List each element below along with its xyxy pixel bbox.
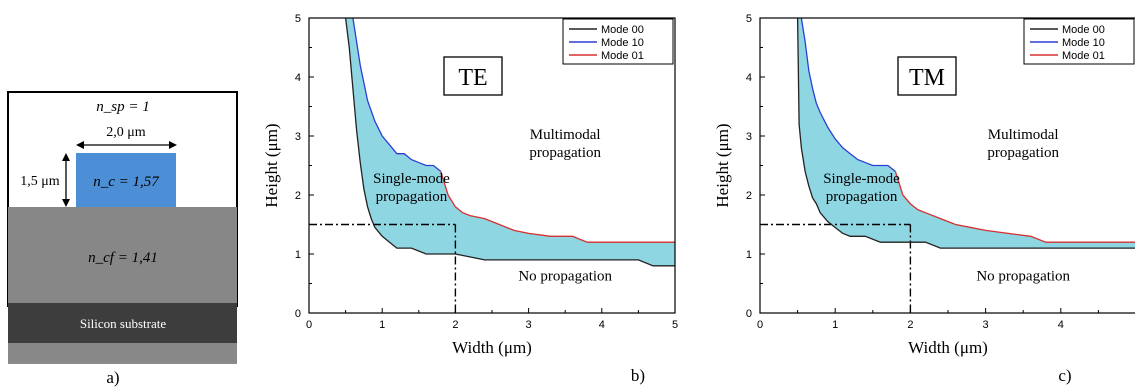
series-line-mode-10	[352, 17, 442, 172]
chart-title: TM	[909, 65, 945, 91]
legend-label: Mode 01	[1062, 50, 1105, 62]
x-tick-label: 0	[757, 319, 763, 331]
core-height-label: 1,5 μm	[20, 174, 60, 189]
legend-label: Mode 01	[601, 50, 644, 62]
annotation-line1: No propagation	[976, 269, 1070, 285]
annotation-line2: propagation	[529, 145, 601, 161]
title-box	[897, 56, 957, 96]
y-tick-label: 4	[746, 72, 752, 84]
core-rect	[76, 153, 176, 207]
x-axis-label: Width (μm)	[452, 338, 532, 357]
series-line-mode-00	[344, 17, 675, 267]
panel-label-b: b)	[631, 366, 645, 385]
substrate-label: Silicon substrate	[80, 316, 167, 331]
chart-title: TE	[458, 65, 487, 91]
series-line-mode-10	[800, 17, 896, 172]
x-tick-label: 1	[832, 319, 838, 331]
chart-te: 0 1 2 3 4 5 0 1 2 3 4 5 Width (μm) Height (μm) TE Singl…	[262, 13, 678, 357]
y-axis-label: Height (μm)	[262, 123, 281, 207]
y-tick-label: 1	[295, 249, 301, 261]
upper-cladding-label: n_sp = 1	[96, 99, 149, 115]
x-tick-label: 4	[1058, 319, 1064, 331]
annotation-line1: Multimodal	[530, 127, 601, 143]
x-tick-label: 3	[526, 319, 532, 331]
chart-tm: 0 1 2 3 4 0 1 2 3 4 5 Width (μm) Height (μm) TM Single…	[713, 13, 1135, 357]
annotation-line1: Single-mode	[823, 171, 900, 187]
title-box	[443, 56, 503, 96]
legend-label: Mode 00	[1062, 24, 1105, 36]
x-tick-label: 2	[907, 319, 913, 331]
legend-label: Mode 10	[601, 37, 644, 49]
annotation-line1: Single-mode	[373, 171, 450, 187]
single-mode-region	[345, 18, 675, 266]
substrate-rect	[8, 303, 237, 343]
legend-label: Mode 10	[1062, 37, 1105, 49]
x-tick-label: 0	[306, 319, 312, 331]
y-axis-label: Height (μm)	[713, 123, 732, 207]
y-tick-label: 5	[295, 13, 301, 25]
y-tick-label: 2	[746, 190, 752, 202]
annotation-line2: propagation	[376, 189, 448, 205]
lower-cladding-label: n_cf = 1,41	[88, 250, 158, 266]
annotation-line2: propagation	[826, 189, 898, 205]
y-tick-label: 5	[746, 13, 752, 25]
series-line-mode-01	[894, 171, 1135, 243]
annotation-line1: No propagation	[518, 269, 612, 285]
panel-label-c: c)	[1058, 366, 1071, 385]
x-tick-label: 4	[599, 319, 605, 331]
annotation-line2: propagation	[987, 145, 1059, 161]
y-tick-label: 3	[746, 131, 752, 143]
panel-label-a: a)	[106, 368, 119, 387]
y-tick-label: 1	[746, 249, 752, 261]
x-tick-label: 5	[672, 319, 678, 331]
y-tick-label: 3	[295, 131, 301, 143]
y-tick-label: 0	[295, 308, 301, 320]
y-tick-label: 4	[295, 72, 301, 84]
x-tick-label: 2	[452, 319, 458, 331]
y-tick-label: 0	[746, 308, 752, 320]
core-index-label: n_c = 1,57	[93, 174, 160, 190]
legend-label: Mode 00	[601, 24, 644, 36]
core-width-label: 2,0 μm	[106, 125, 146, 140]
y-tick-label: 2	[295, 190, 301, 202]
x-tick-label: 3	[983, 319, 989, 331]
single-mode-region	[797, 18, 1135, 249]
x-tick-label: 1	[379, 319, 385, 331]
annotation-line1: Multimodal	[988, 127, 1059, 143]
x-axis-label: Width (μm)	[908, 338, 988, 357]
structure-diagram: n_sp = 1 2,0 μm 1,5 μm n_c = 1,57 n_cf =…	[7, 91, 238, 364]
cladding-rect	[8, 207, 237, 303]
series-line-mode-01	[440, 171, 675, 243]
series-line-mode-00	[796, 17, 1135, 249]
